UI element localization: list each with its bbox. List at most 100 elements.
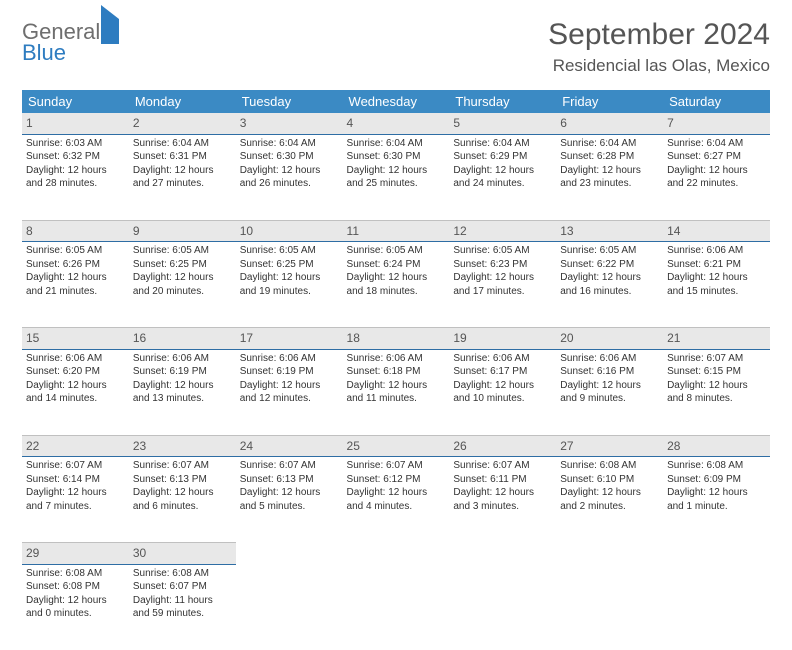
daynum-cell: 14 xyxy=(663,220,770,242)
daynum-cell: 8 xyxy=(22,220,129,242)
sunset-text: Sunset: 6:18 PM xyxy=(347,365,446,379)
daynum-cell: 23 xyxy=(129,435,236,457)
day-cell xyxy=(556,564,663,650)
daynum-cell: 15 xyxy=(22,328,129,350)
logo-text: General Blue xyxy=(22,22,119,64)
day-cell: Sunrise: 6:06 AMSunset: 6:20 PMDaylight:… xyxy=(22,349,129,435)
day-number: 5 xyxy=(453,116,460,130)
sunrise-text: Sunrise: 6:04 AM xyxy=(347,137,446,151)
day-cell: Sunrise: 6:04 AMSunset: 6:30 PMDaylight:… xyxy=(343,134,450,220)
sunset-text: Sunset: 6:30 PM xyxy=(240,150,339,164)
sunset-text: Sunset: 6:28 PM xyxy=(560,150,659,164)
day-number: 9 xyxy=(133,224,140,238)
day-number: 25 xyxy=(347,439,360,453)
sunrise-text: Sunrise: 6:06 AM xyxy=(240,352,339,366)
sunrise-text: Sunrise: 6:06 AM xyxy=(26,352,125,366)
daylight-text: Daylight: 12 hours and 26 minutes. xyxy=(240,164,339,191)
daylight-text: Daylight: 12 hours and 16 minutes. xyxy=(560,271,659,298)
weekday-header: Sunday xyxy=(22,90,129,113)
daylight-text: Daylight: 12 hours and 7 minutes. xyxy=(26,486,125,513)
sunrise-text: Sunrise: 6:04 AM xyxy=(453,137,552,151)
day-cell: Sunrise: 6:04 AMSunset: 6:27 PMDaylight:… xyxy=(663,134,770,220)
daylight-text: Daylight: 12 hours and 24 minutes. xyxy=(453,164,552,191)
day-cell: Sunrise: 6:04 AMSunset: 6:31 PMDaylight:… xyxy=(129,134,236,220)
daynum-cell: 27 xyxy=(556,435,663,457)
sunrise-text: Sunrise: 6:04 AM xyxy=(667,137,766,151)
sunrise-text: Sunrise: 6:04 AM xyxy=(560,137,659,151)
sunset-text: Sunset: 6:17 PM xyxy=(453,365,552,379)
sunrise-text: Sunrise: 6:05 AM xyxy=(560,244,659,258)
daynum-row: 1234567 xyxy=(22,113,770,134)
sunrise-text: Sunrise: 6:06 AM xyxy=(453,352,552,366)
daylight-text: Daylight: 12 hours and 11 minutes. xyxy=(347,379,446,406)
day-number: 17 xyxy=(240,331,253,345)
day-cell: Sunrise: 6:07 AMSunset: 6:14 PMDaylight:… xyxy=(22,457,129,543)
weekday-header: Thursday xyxy=(449,90,556,113)
sunrise-text: Sunrise: 6:08 AM xyxy=(560,459,659,473)
sunset-text: Sunset: 6:11 PM xyxy=(453,473,552,487)
daylight-text: Daylight: 12 hours and 18 minutes. xyxy=(347,271,446,298)
day-cell xyxy=(663,564,770,650)
daylight-text: Daylight: 12 hours and 10 minutes. xyxy=(453,379,552,406)
day-cell: Sunrise: 6:05 AMSunset: 6:25 PMDaylight:… xyxy=(236,242,343,328)
weekday-header-row: Sunday Monday Tuesday Wednesday Thursday… xyxy=(22,90,770,113)
day-number: 27 xyxy=(560,439,573,453)
sunset-text: Sunset: 6:12 PM xyxy=(347,473,446,487)
daylight-text: Daylight: 12 hours and 28 minutes. xyxy=(26,164,125,191)
daynum-cell: 26 xyxy=(449,435,556,457)
sunset-text: Sunset: 6:19 PM xyxy=(133,365,232,379)
day-number: 11 xyxy=(347,224,359,238)
daynum-row: 15161718192021 xyxy=(22,328,770,350)
daynum-cell: 12 xyxy=(449,220,556,242)
sunrise-text: Sunrise: 6:04 AM xyxy=(240,137,339,151)
daylight-text: Daylight: 12 hours and 19 minutes. xyxy=(240,271,339,298)
daynum-cell: 2 xyxy=(129,113,236,134)
day-cell: Sunrise: 6:07 AMSunset: 6:13 PMDaylight:… xyxy=(129,457,236,543)
daylight-text: Daylight: 12 hours and 3 minutes. xyxy=(453,486,552,513)
sunset-text: Sunset: 6:09 PM xyxy=(667,473,766,487)
day-number: 4 xyxy=(347,116,354,130)
day-cell: Sunrise: 6:04 AMSunset: 6:30 PMDaylight:… xyxy=(236,134,343,220)
day-number: 22 xyxy=(26,439,39,453)
daynum-row: 891011121314 xyxy=(22,220,770,242)
daynum-cell: 21 xyxy=(663,328,770,350)
daynum-cell: 17 xyxy=(236,328,343,350)
day-number: 23 xyxy=(133,439,146,453)
day-number: 15 xyxy=(26,331,39,345)
sunrise-text: Sunrise: 6:07 AM xyxy=(667,352,766,366)
day-cell: Sunrise: 6:03 AMSunset: 6:32 PMDaylight:… xyxy=(22,134,129,220)
logo-line2: Blue xyxy=(22,40,66,65)
day-cell xyxy=(343,564,450,650)
sunset-text: Sunset: 6:15 PM xyxy=(667,365,766,379)
sunrise-text: Sunrise: 6:07 AM xyxy=(133,459,232,473)
daynum-cell: 7 xyxy=(663,113,770,134)
sunrise-text: Sunrise: 6:06 AM xyxy=(347,352,446,366)
day-cell xyxy=(236,564,343,650)
day-number: 18 xyxy=(347,331,360,345)
sunset-text: Sunset: 6:08 PM xyxy=(26,580,125,594)
daylight-text: Daylight: 12 hours and 20 minutes. xyxy=(133,271,232,298)
day-cell: Sunrise: 6:07 AMSunset: 6:11 PMDaylight:… xyxy=(449,457,556,543)
daynum-cell xyxy=(343,543,450,565)
sunrise-text: Sunrise: 6:05 AM xyxy=(453,244,552,258)
day-number: 30 xyxy=(133,546,146,560)
sunset-text: Sunset: 6:30 PM xyxy=(347,150,446,164)
day-cell: Sunrise: 6:06 AMSunset: 6:19 PMDaylight:… xyxy=(236,349,343,435)
daynum-cell: 3 xyxy=(236,113,343,134)
day-number: 28 xyxy=(667,439,680,453)
daylight-text: Daylight: 12 hours and 1 minute. xyxy=(667,486,766,513)
daynum-cell: 4 xyxy=(343,113,450,134)
daynum-cell: 19 xyxy=(449,328,556,350)
sunset-text: Sunset: 6:07 PM xyxy=(133,580,232,594)
daynum-cell: 13 xyxy=(556,220,663,242)
sunrise-text: Sunrise: 6:07 AM xyxy=(453,459,552,473)
daynum-cell: 29 xyxy=(22,543,129,565)
sunrise-text: Sunrise: 6:05 AM xyxy=(347,244,446,258)
daylight-text: Daylight: 12 hours and 4 minutes. xyxy=(347,486,446,513)
day-number: 29 xyxy=(26,546,39,560)
day-content-row: Sunrise: 6:03 AMSunset: 6:32 PMDaylight:… xyxy=(22,134,770,220)
day-content-row: Sunrise: 6:06 AMSunset: 6:20 PMDaylight:… xyxy=(22,349,770,435)
day-number: 2 xyxy=(133,116,140,130)
sunset-text: Sunset: 6:24 PM xyxy=(347,258,446,272)
daylight-text: Daylight: 12 hours and 5 minutes. xyxy=(240,486,339,513)
